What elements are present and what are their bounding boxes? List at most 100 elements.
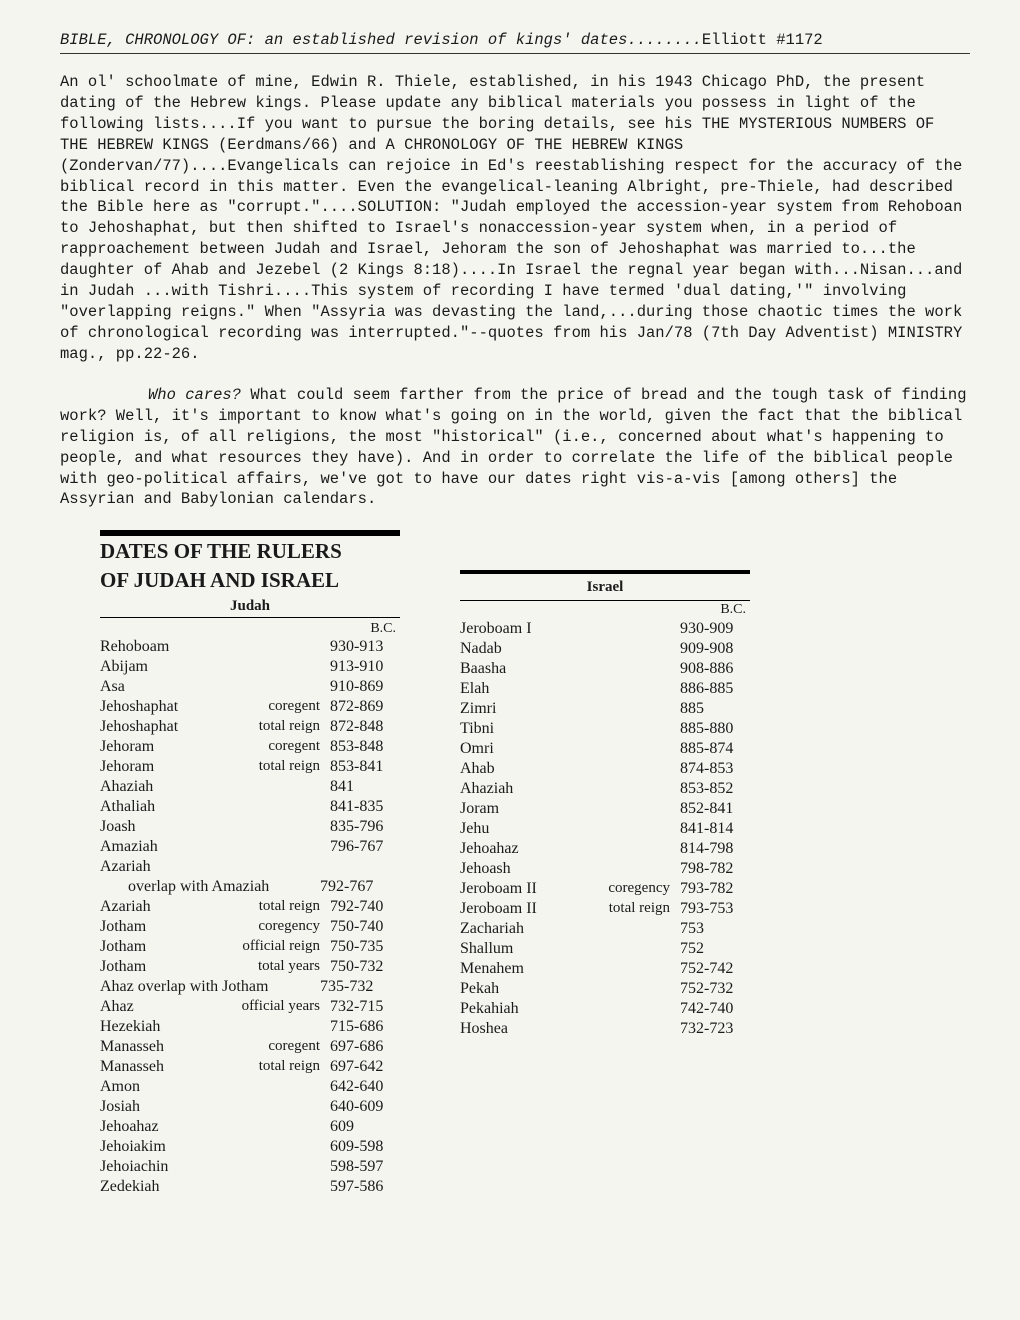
row-date: 609-598 [330,1137,400,1157]
row-qualifier [570,979,680,999]
row-qualifier [570,639,680,659]
row-qualifier [210,777,330,797]
row-name: Shallum [460,939,570,959]
table-row: Joash 835-796 [100,817,400,837]
row-name: Jehoshaphat [100,717,210,737]
israel-rows: Jeroboam I930-909Nadab909-908Baasha908-8… [460,619,750,1039]
row-date: 908-886 [680,659,755,679]
israel-rule [460,570,750,574]
para1-text: An ol' schoolmate of mine, Edwin R. Thie… [60,73,962,363]
row-date: 597-586 [330,1177,400,1197]
table-row: Shallum752 [460,939,750,959]
row-name: Jeroboam II [460,879,570,899]
row-qualifier: total reign [210,757,330,777]
judah-bc: B.C. [100,620,400,638]
row-qualifier [570,839,680,859]
row-qualifier [570,939,680,959]
table-row: Elah886-885 [460,679,750,699]
row-date: 872-869 [330,697,400,717]
row-date: 750-732 [330,957,400,977]
row-date: 752-732 [680,979,755,999]
row-date: 715-686 [330,1017,400,1037]
row-date: 814-798 [680,839,755,859]
table-row: Ahaziah841 [100,777,400,797]
row-date: 909-908 [680,639,755,659]
row-name: Baasha [460,659,570,679]
paragraph-1: An ol' schoolmate of mine, Edwin R. Thie… [60,72,970,365]
table-row: Pekahiah742-740 [460,999,750,1019]
row-name: Ahab [460,759,570,779]
tables-container: DATES OF THE RULERS OF JUDAH AND ISRAEL … [100,530,970,1197]
judah-table: DATES OF THE RULERS OF JUDAH AND ISRAEL … [100,530,400,1197]
row-date: 930-909 [680,619,755,639]
table-row: Jehoash798-782 [460,859,750,879]
table-row: Zachariah753 [460,919,750,939]
row-date: 841-835 [330,797,400,817]
row-qualifier: total years [210,957,330,977]
row-qualifier [210,657,330,677]
row-date: 642-640 [330,1077,400,1097]
row-qualifier [210,817,330,837]
row-qualifier [210,1157,330,1177]
row-date: 792-740 [330,897,400,917]
row-name: Azariah [100,897,210,917]
table-row: Jehoshaphatcoregent872-869 [100,697,400,717]
row-name: Jehoram [100,757,210,777]
row-name: Joash [100,817,210,837]
table-row: Amon642-640 [100,1077,400,1097]
table-row: Ahazofficial years732-715 [100,997,400,1017]
row-date: 885 [680,699,755,719]
row-date: 913-910 [330,657,400,677]
row-date: 874-853 [680,759,755,779]
row-qualifier: coregency [210,917,330,937]
table-row: Jeroboam IItotal reign793-753 [460,899,750,919]
table-row: Ahaziah853-852 [460,779,750,799]
row-qualifier [210,857,330,877]
row-qualifier [570,699,680,719]
row-name: Jotham [100,957,210,977]
row-name: Amaziah [100,837,210,857]
israel-subhead: Israel [460,578,750,598]
row-name: Hezekiah [100,1017,210,1037]
table-row: Baasha908-886 [460,659,750,679]
row-qualifier: official reign [210,937,330,957]
judah-header-2: OF JUDAH AND ISRAEL [100,565,400,593]
row-name: Asa [100,677,210,697]
row-name: Abijam [100,657,210,677]
table-row: Jehoahaz609 [100,1117,400,1137]
table-row: overlap with Amaziah792-767 [100,877,400,897]
row-qualifier [570,1019,680,1039]
title-code: Elliott #1172 [702,31,823,49]
table-row: Pekah752-732 [460,979,750,999]
page-title: BIBLE, CHRONOLOGY OF: an established rev… [60,30,970,54]
row-name: Athaliah [100,797,210,817]
row-name: Jehoram [100,737,210,757]
row-qualifier [210,1077,330,1097]
row-qualifier: coregent [210,737,330,757]
row-name: Ahaz [100,997,210,1017]
row-name: Jehu [460,819,570,839]
row-date [330,857,400,877]
table-row: Manassehcoregent697-686 [100,1037,400,1057]
row-qualifier: coregent [210,1037,330,1057]
table-row: Nadab909-908 [460,639,750,659]
row-qualifier [570,779,680,799]
row-name: Zimri [460,699,570,719]
row-qualifier [570,959,680,979]
row-name: Pekahiah [460,999,570,1019]
row-name: Tibni [460,719,570,739]
table-row: Zedekiah597-586 [100,1177,400,1197]
row-date: 753 [680,919,755,939]
row-date: 697-686 [330,1037,400,1057]
paragraph-2: Who cares? What could seem farther from … [60,385,970,511]
row-date: 732-723 [680,1019,755,1039]
row-name: Manasseh [100,1057,210,1077]
row-date: 853-848 [330,737,400,757]
row-date: 852-841 [680,799,755,819]
row-date: 735-732 [320,977,390,997]
israel-table: Israel B.C. Jeroboam I930-909Nadab909-90… [460,570,750,1038]
row-qualifier [570,799,680,819]
row-date: 835-796 [330,817,400,837]
row-date: 910-869 [330,677,400,697]
table-row: Amaziah796-767 [100,837,400,857]
